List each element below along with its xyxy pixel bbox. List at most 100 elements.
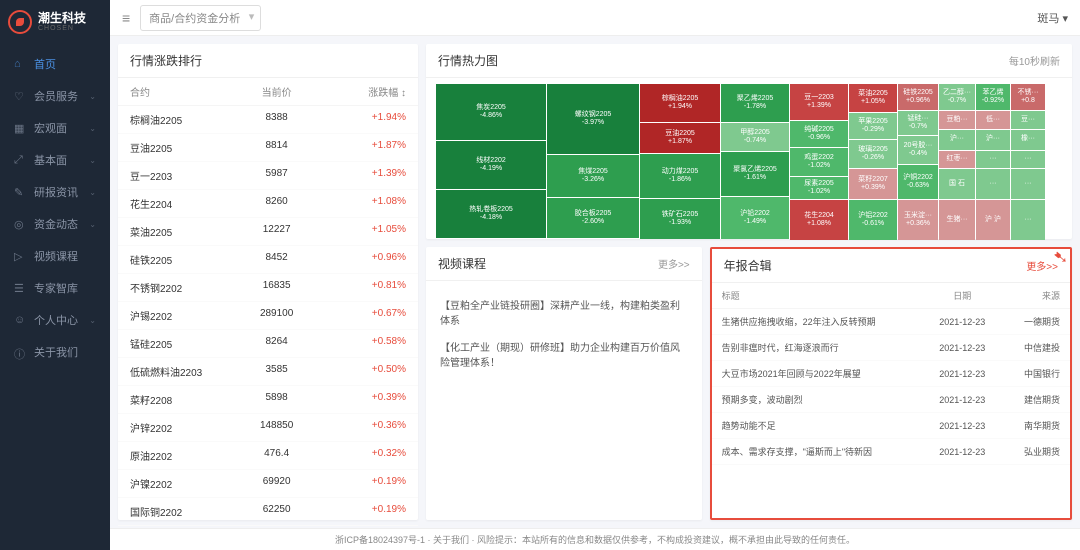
heatmap-refresh: 每10秒刷新 xyxy=(1009,53,1060,68)
heat-cell[interactable]: 花生2204+1.08% xyxy=(790,200,848,240)
heat-cell[interactable]: 沪··· xyxy=(939,130,975,150)
heat-cell[interactable]: 不锈···+0.8 xyxy=(1011,84,1045,110)
会员服务-icon: ♡ xyxy=(14,90,26,102)
heat-cell[interactable]: 玉米淀···+0.36% xyxy=(898,200,938,240)
annual-row[interactable]: 预期多变，波动剧烈2021-12-23建信期货 xyxy=(712,387,1070,413)
heat-cell[interactable]: 豆油2205+1.87% xyxy=(640,123,720,153)
nav-list: ⌂首页 ♡ 会员服务 ⌄▦宏观面⌄⤢基本面⌄✎研报资讯⌄◎资金动态⌄▷视频课程☰专家智… xyxy=(0,44,110,372)
heat-cell[interactable]: ··· xyxy=(976,151,1010,169)
sidebar-item-个人中心[interactable]: ☺个人中心⌄ xyxy=(0,304,110,336)
sidebar-label: 首页 xyxy=(34,56,56,72)
heat-cell[interactable]: 动力煤2205-1.86% xyxy=(640,154,720,198)
sidebar-label: 视频课程 xyxy=(34,248,78,264)
sidebar-item-研报资讯[interactable]: ✎研报资讯⌄ xyxy=(0,176,110,208)
rank-row[interactable]: 不锈钢220216835+0.81% xyxy=(118,274,418,302)
heat-cell[interactable]: 尿素2205-1.02% xyxy=(790,177,848,199)
rank-row[interactable]: 豆油22058814+1.87% xyxy=(118,134,418,162)
heat-cell[interactable]: 豆··· xyxy=(1011,111,1045,129)
video-item[interactable]: 【化工产业（期现）研修班】助力企业构建百万价值风险管理体系！ xyxy=(440,333,688,375)
rank-row[interactable]: 锰硅22058264+0.58% xyxy=(118,330,418,358)
user-menu[interactable]: 斑马 ▾ xyxy=(1037,10,1068,26)
heat-cell[interactable]: 焦煤2205-3.26% xyxy=(547,155,639,197)
heat-cell[interactable]: 国 石 xyxy=(939,169,975,199)
annual-panel: ➸ 年报合辑 更多>> 标题日期来源生猪供应拖拽收缩，22年注入反转预期2021… xyxy=(710,247,1072,520)
sidebar-item-关于我们[interactable]: ⓘ关于我们 xyxy=(0,336,110,368)
rank-row[interactable]: 花生22048260+1.08% xyxy=(118,190,418,218)
heat-cell[interactable]: 焦炭2205-4.86% xyxy=(436,84,546,140)
heat-cell[interactable]: 低··· xyxy=(976,111,1010,129)
heat-cell[interactable]: 菜籽2207+0.39% xyxy=(849,169,897,199)
annual-row[interactable]: 成本、需求存支撑，"逼斯而上"待新因2021-12-23弘业期货 xyxy=(712,439,1070,465)
rank-row[interactable]: 棕榈油22058388+1.94% xyxy=(118,106,418,134)
heat-cell[interactable]: 胶合板2205-2.60% xyxy=(547,198,639,238)
video-more[interactable]: 更多>> xyxy=(658,256,690,271)
heat-cell[interactable]: 沪 沪 xyxy=(976,200,1010,240)
sidebar-item-基本面[interactable]: ⤢基本面⌄ xyxy=(0,144,110,176)
rank-row[interactable]: 菜籽22085898+0.39% xyxy=(118,386,418,414)
rank-row[interactable]: 国际铜220262250+0.19% xyxy=(118,498,418,526)
heat-cell[interactable]: 螺纹钢2205-3.97% xyxy=(547,84,639,154)
topbar: ≡ 商品/合约资金分析 斑马 ▾ xyxy=(110,0,1080,36)
heat-cell[interactable]: 棕榈油2205+1.94% xyxy=(640,84,720,122)
rank-row[interactable]: 沪镍220269920+0.19% xyxy=(118,470,418,498)
heat-cell[interactable]: 菜油2205+1.05% xyxy=(849,84,897,112)
sidebar-item-会员服务[interactable]: ♡会员服务⌄ xyxy=(0,80,110,112)
annual-row[interactable]: 生猪供应拖拽收缩，22年注入反转预期2021-12-23一德期货 xyxy=(712,309,1070,335)
heat-cell[interactable]: 20号胶···-0.4% xyxy=(898,136,938,164)
heat-cell[interactable]: 聚乙烯2205-1.78% xyxy=(721,84,789,122)
heat-cell[interactable]: 沪铜2202-0.63% xyxy=(898,165,938,199)
heat-cell[interactable]: ··· xyxy=(1011,151,1045,169)
rank-header: 合约 xyxy=(130,84,234,99)
sidebar: 潮生科技 CHOSEN ⌂首页♡会员服务⌄▦宏观面⌄⤢基本面⌄✎研报资讯⌄◎资金… xyxy=(0,0,110,550)
heat-cell[interactable]: 豆粕··· xyxy=(939,111,975,129)
heat-cell[interactable]: 沪铝2202-0.61% xyxy=(849,200,897,240)
rank-row[interactable]: 原油2202476.4+0.32% xyxy=(118,442,418,470)
heat-cell[interactable]: 聚氯乙烯2205-1.61% xyxy=(721,152,789,196)
rank-row[interactable]: 菜油220512227+1.05% xyxy=(118,218,418,246)
研报资讯-icon: ✎ xyxy=(14,186,26,198)
heat-cell[interactable]: 硅铁2205+0.96% xyxy=(898,84,938,110)
sidebar-label: 会员服务 xyxy=(34,88,78,104)
heat-cell[interactable]: 铁矿石2205-1.93% xyxy=(640,199,720,239)
heat-cell[interactable]: 红枣··· xyxy=(939,151,975,169)
annual-row[interactable]: 趋势动能不足2021-12-23南华期货 xyxy=(712,413,1070,439)
rank-header[interactable]: 涨跌幅 ↕ xyxy=(320,84,406,99)
sidebar-label: 专家智库 xyxy=(34,280,78,296)
heat-cell[interactable]: 热轧卷板2205-4.18% xyxy=(436,190,546,238)
heat-cell[interactable]: 豆一2203+1.39% xyxy=(790,84,848,120)
brand-cn: 潮生科技 xyxy=(38,12,86,25)
heat-cell[interactable]: ··· xyxy=(1011,200,1045,240)
heat-cell[interactable]: ··· xyxy=(976,169,1010,199)
heat-cell[interactable]: ··· xyxy=(1011,169,1045,199)
heat-cell[interactable]: 苹果2205-0.29% xyxy=(849,113,897,139)
annual-row[interactable]: 告别非瘟时代，红海逐浪而行2021-12-23中信建投 xyxy=(712,335,1070,361)
sidebar-item-视频课程[interactable]: ▷视频课程 xyxy=(0,240,110,272)
heat-cell[interactable]: 苯乙烯-0.92% xyxy=(976,84,1010,110)
rank-row[interactable]: 豆一22035987+1.39% xyxy=(118,162,418,190)
heat-cell[interactable]: 沪··· xyxy=(976,130,1010,150)
heat-cell[interactable]: 甲醇2205-0.74% xyxy=(721,123,789,151)
annual-row[interactable]: 大豆市场2021年回顾与2022年展望2021-12-23中国银行 xyxy=(712,361,1070,387)
heat-cell[interactable]: 橡··· xyxy=(1011,130,1045,150)
heat-cell[interactable]: 鸡蛋2202-1.02% xyxy=(790,148,848,176)
heat-cell[interactable]: 玻璃2205-0.26% xyxy=(849,140,897,168)
rank-row[interactable]: 沪锌2202148850+0.36% xyxy=(118,414,418,442)
sidebar-item-宏观面[interactable]: ▦宏观面⌄ xyxy=(0,112,110,144)
heat-cell[interactable]: 锰硅···-0.7% xyxy=(898,111,938,135)
chevron-down-icon: ⌄ xyxy=(89,124,96,133)
rank-row[interactable]: 沪锡2202289100+0.67% xyxy=(118,302,418,330)
video-item[interactable]: 【豆粕全产业链投研圈】深耕产业一线，构建粕类盈利体系 xyxy=(440,291,688,333)
heat-cell[interactable]: 线材2202-4.19% xyxy=(436,141,546,189)
sidebar-item-资金动态[interactable]: ◎资金动态⌄ xyxy=(0,208,110,240)
annual-header: 日期 xyxy=(922,283,1002,309)
rank-row[interactable]: 低硫燃料油22033585+0.50% xyxy=(118,358,418,386)
heat-cell[interactable]: 沪铅2202-1.49% xyxy=(721,197,789,239)
menu-toggle-icon[interactable]: ≡ xyxy=(122,10,130,26)
sidebar-item-首页[interactable]: ⌂首页 xyxy=(0,48,110,80)
heat-cell[interactable]: 纯碱2205-0.96% xyxy=(790,121,848,147)
sidebar-item-专家智库[interactable]: ☰专家智库 xyxy=(0,272,110,304)
heat-cell[interactable]: 乙二醇···-0.7% xyxy=(939,84,975,110)
rank-row[interactable]: 硅铁22058452+0.96% xyxy=(118,246,418,274)
dataset-selector[interactable]: 商品/合约资金分析 xyxy=(140,5,261,31)
heat-cell[interactable]: 生猪··· xyxy=(939,200,975,240)
